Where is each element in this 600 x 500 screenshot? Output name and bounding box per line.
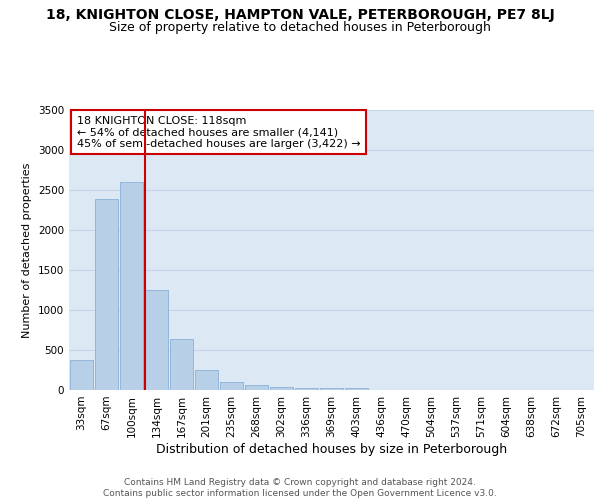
Y-axis label: Number of detached properties: Number of detached properties [22, 162, 32, 338]
Bar [320, 388, 343, 390]
Bar [270, 387, 293, 390]
Text: 18, KNIGHTON CLOSE, HAMPTON VALE, PETERBOROUGH, PE7 8LJ: 18, KNIGHTON CLOSE, HAMPTON VALE, PETERB… [46, 8, 554, 22]
Bar [345, 388, 368, 390]
Bar [220, 382, 243, 390]
Bar [145, 290, 168, 390]
Bar [120, 182, 143, 390]
Bar [195, 370, 218, 390]
Bar [295, 388, 318, 390]
X-axis label: Distribution of detached houses by size in Peterborough: Distribution of detached houses by size … [156, 442, 507, 456]
Bar [95, 199, 118, 390]
Text: Contains HM Land Registry data © Crown copyright and database right 2024.
Contai: Contains HM Land Registry data © Crown c… [103, 478, 497, 498]
Bar [170, 339, 193, 390]
Text: Size of property relative to detached houses in Peterborough: Size of property relative to detached ho… [109, 21, 491, 34]
Text: 18 KNIGHTON CLOSE: 118sqm
← 54% of detached houses are smaller (4,141)
45% of se: 18 KNIGHTON CLOSE: 118sqm ← 54% of detac… [77, 116, 361, 149]
Bar [70, 360, 93, 390]
Bar [245, 386, 268, 390]
